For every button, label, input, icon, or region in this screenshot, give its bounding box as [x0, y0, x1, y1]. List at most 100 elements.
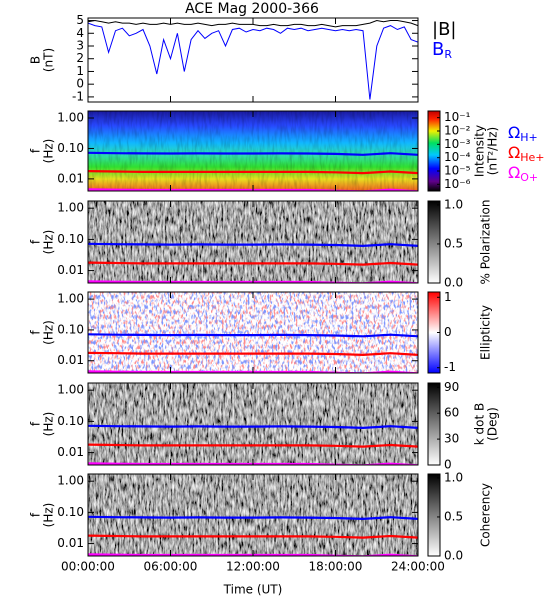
title: ACE Mag 2000-366: [185, 1, 319, 17]
colorbar-frame: [427, 382, 441, 466]
spectrogram: [88, 201, 418, 283]
colorbar-frame: [427, 110, 441, 192]
spectrogram-texture: [88, 292, 418, 373]
colorbar-tick-label: 90: [444, 380, 459, 394]
series-line: [88, 351, 418, 357]
y-tick-label: 2: [76, 51, 84, 65]
legend-subscript: H+: [520, 131, 538, 144]
legend-name: Ω: [508, 163, 520, 182]
legend-subscript: He+: [520, 151, 544, 164]
series-line: [88, 515, 418, 521]
legend-name: Ω: [508, 143, 520, 162]
legend-subscript: R: [444, 48, 452, 61]
colorbar-label: % Polarization: [479, 200, 493, 285]
colorbar: [428, 201, 440, 283]
y-tick-label: 0: [76, 77, 84, 91]
colorbar-tick-label: 10⁻⁵: [444, 164, 471, 178]
colorbar-label: Coherency: [479, 483, 493, 547]
series-line: [88, 151, 418, 156]
legend-entry: |B|: [432, 19, 456, 40]
colorbar-label: (nT²/Hz): [486, 127, 500, 175]
legend-name: |B|: [432, 19, 456, 40]
y-tick-label: 0.10: [57, 141, 84, 155]
series-line: [88, 242, 418, 248]
y-tick-label: 1.00: [57, 111, 84, 125]
x-axis-label: Time (UT): [223, 583, 283, 597]
series-line: [88, 22, 418, 100]
series-line: [88, 261, 418, 266]
series-line: [88, 19, 418, 28]
y-tick-label: 0.10: [57, 414, 84, 428]
colorbar-label: Intensity: [473, 125, 487, 177]
x-tick-label: 12:00:00: [226, 560, 280, 574]
series-line: [88, 443, 418, 448]
colorbar-tick-label: 30: [444, 432, 459, 446]
spectrogram: [88, 383, 418, 465]
y-tick-label: 0.10: [57, 232, 84, 246]
y-axis-label: (Hz): [42, 230, 56, 255]
legend-subscript: O+: [520, 171, 538, 184]
y-tick-label: 0.01: [57, 263, 84, 277]
y-tick-label: 0.01: [57, 536, 84, 550]
colorbar-tick-label: 0.5: [444, 509, 463, 523]
x-tick-label: 24:00:00: [391, 560, 445, 574]
colorbar-tick-label: 60: [444, 406, 459, 420]
colorbar-label: k dot B: [473, 403, 487, 445]
colorbar-label: Ellipticity: [479, 305, 493, 360]
colorbar-label: (Deg): [486, 407, 500, 441]
spectrogram: [88, 474, 418, 556]
colorbar: [428, 383, 440, 465]
x-tick-label: 06:00:00: [144, 560, 198, 574]
series-line: [88, 534, 418, 539]
y-tick-label: 1: [76, 64, 84, 78]
legend-name: Ω: [508, 123, 520, 142]
y-axis-label: f: [29, 148, 43, 153]
y-axis-label: (Hz): [42, 139, 56, 164]
y-tick-label: 0.01: [57, 353, 84, 367]
y-tick-label: 1.00: [57, 201, 84, 215]
colorbar-tick-label: 10⁻⁶: [444, 177, 471, 191]
colorbar-tick-label: 1.0: [444, 470, 463, 484]
y-axis-label: (Hz): [42, 320, 56, 345]
y-tick-label: 0.10: [57, 322, 84, 336]
colorbar: [428, 474, 440, 556]
legend-entry: ΩH+: [508, 123, 538, 145]
y-tick-label: -1: [72, 89, 84, 103]
colorbar: [428, 292, 440, 373]
y-tick-label: 1.00: [57, 474, 84, 488]
colorbar-tick-label: 0: [444, 458, 452, 472]
y-axis-label: f: [29, 330, 43, 335]
colorbar-frame: [427, 473, 441, 557]
y-tick-label: 0.01: [57, 445, 84, 459]
series-line: [88, 333, 418, 338]
colorbar-tick-label: 0: [444, 325, 452, 339]
plot-area: [88, 383, 418, 465]
colorbar-tick-label: 10⁻¹: [444, 110, 471, 124]
legend-entry: ΩHe+: [508, 143, 545, 165]
plot-area: [88, 111, 418, 191]
y-axis-label: (Hz): [42, 412, 56, 437]
y-axis-label: f: [29, 512, 43, 517]
x-tick-label: 00:00:00: [61, 560, 115, 574]
colorbar-tick-label: 10⁻⁴: [444, 150, 471, 164]
y-tick-label: 1.00: [57, 383, 84, 397]
colorbar-tick-label: 0.0: [444, 549, 463, 563]
colorbar-tick-label: -1: [444, 360, 456, 374]
colorbar-tick-label: 1.0: [444, 197, 463, 211]
plot-area: [88, 292, 418, 373]
y-tick-label: 5: [76, 13, 84, 27]
legend-entry: ΩO+: [508, 163, 538, 185]
y-tick-label: 0.01: [57, 171, 84, 185]
y-tick-label: 4: [76, 26, 84, 40]
y-axis-label: (Hz): [42, 503, 56, 528]
legend-name: B: [432, 39, 444, 60]
colorbar-tick-label: 10⁻³: [444, 137, 471, 151]
y-axis-label: (nT): [42, 48, 56, 72]
colorbar: [428, 111, 440, 191]
y-axis-label: f: [29, 421, 43, 426]
series-line: [88, 170, 418, 175]
y-tick-label: 3: [76, 39, 84, 53]
plot-area: [88, 474, 418, 556]
colorbar-frame: [427, 200, 441, 284]
